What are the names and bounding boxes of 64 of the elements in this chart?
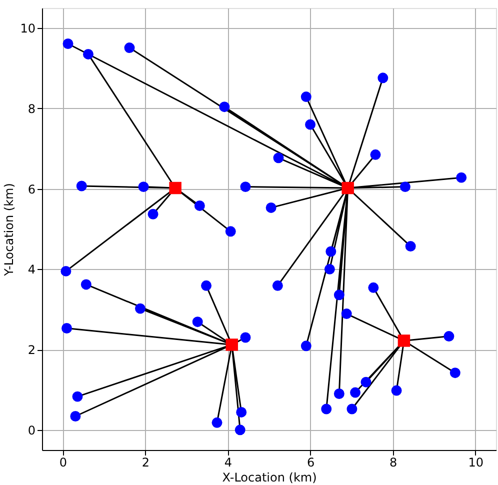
point [368,282,379,293]
point [225,226,236,237]
point [134,303,146,314]
point [236,406,247,418]
point [124,42,135,54]
y-tick-label: 4 [28,262,36,277]
x-tick-label: 8 [390,456,398,470]
point [456,172,467,183]
point [334,290,344,300]
point [360,376,372,388]
point [138,182,149,192]
x-tick-label: 4 [224,456,232,470]
point [80,279,92,290]
point [272,280,283,291]
point [82,48,94,60]
point [400,182,410,192]
point [169,182,182,194]
point [219,102,230,112]
point [300,340,312,352]
y-tick-label: 8 [28,102,36,116]
point [234,424,246,436]
point [398,334,410,347]
y-tick-label: 6 [28,182,36,196]
point [391,385,402,396]
point [194,200,205,211]
x-axis-title: X-Location (km) [222,470,317,484]
point [350,387,361,398]
point [62,323,72,334]
point [334,388,344,399]
y-tick-label: 10 [20,22,36,36]
point [62,38,74,49]
point [226,338,238,351]
point [273,152,284,164]
point [148,208,158,220]
y-tick-label: 2 [28,343,36,358]
point [72,391,83,402]
point [378,72,388,84]
point [444,331,454,342]
point [370,149,381,160]
point [321,404,332,414]
point [300,92,312,102]
point [201,280,212,291]
point [70,411,81,422]
point [326,246,336,257]
point [212,417,222,428]
point [60,266,72,276]
point [192,316,203,328]
y-tick-label: 0 [28,423,36,438]
point [76,180,87,192]
point [324,264,335,274]
point [341,308,352,320]
x-tick-label: 6 [306,456,315,470]
point [240,332,251,343]
point [342,182,354,194]
x-tick-label: 0 [59,456,67,470]
point [266,202,276,213]
x-tick-label: 2 [142,456,150,470]
point [346,404,358,414]
x-tick-label: 10 [468,456,484,470]
point [405,241,416,252]
y-axis-title: Y-Location (km) [2,183,16,277]
point [305,119,316,130]
point [450,368,460,378]
point [240,182,251,192]
